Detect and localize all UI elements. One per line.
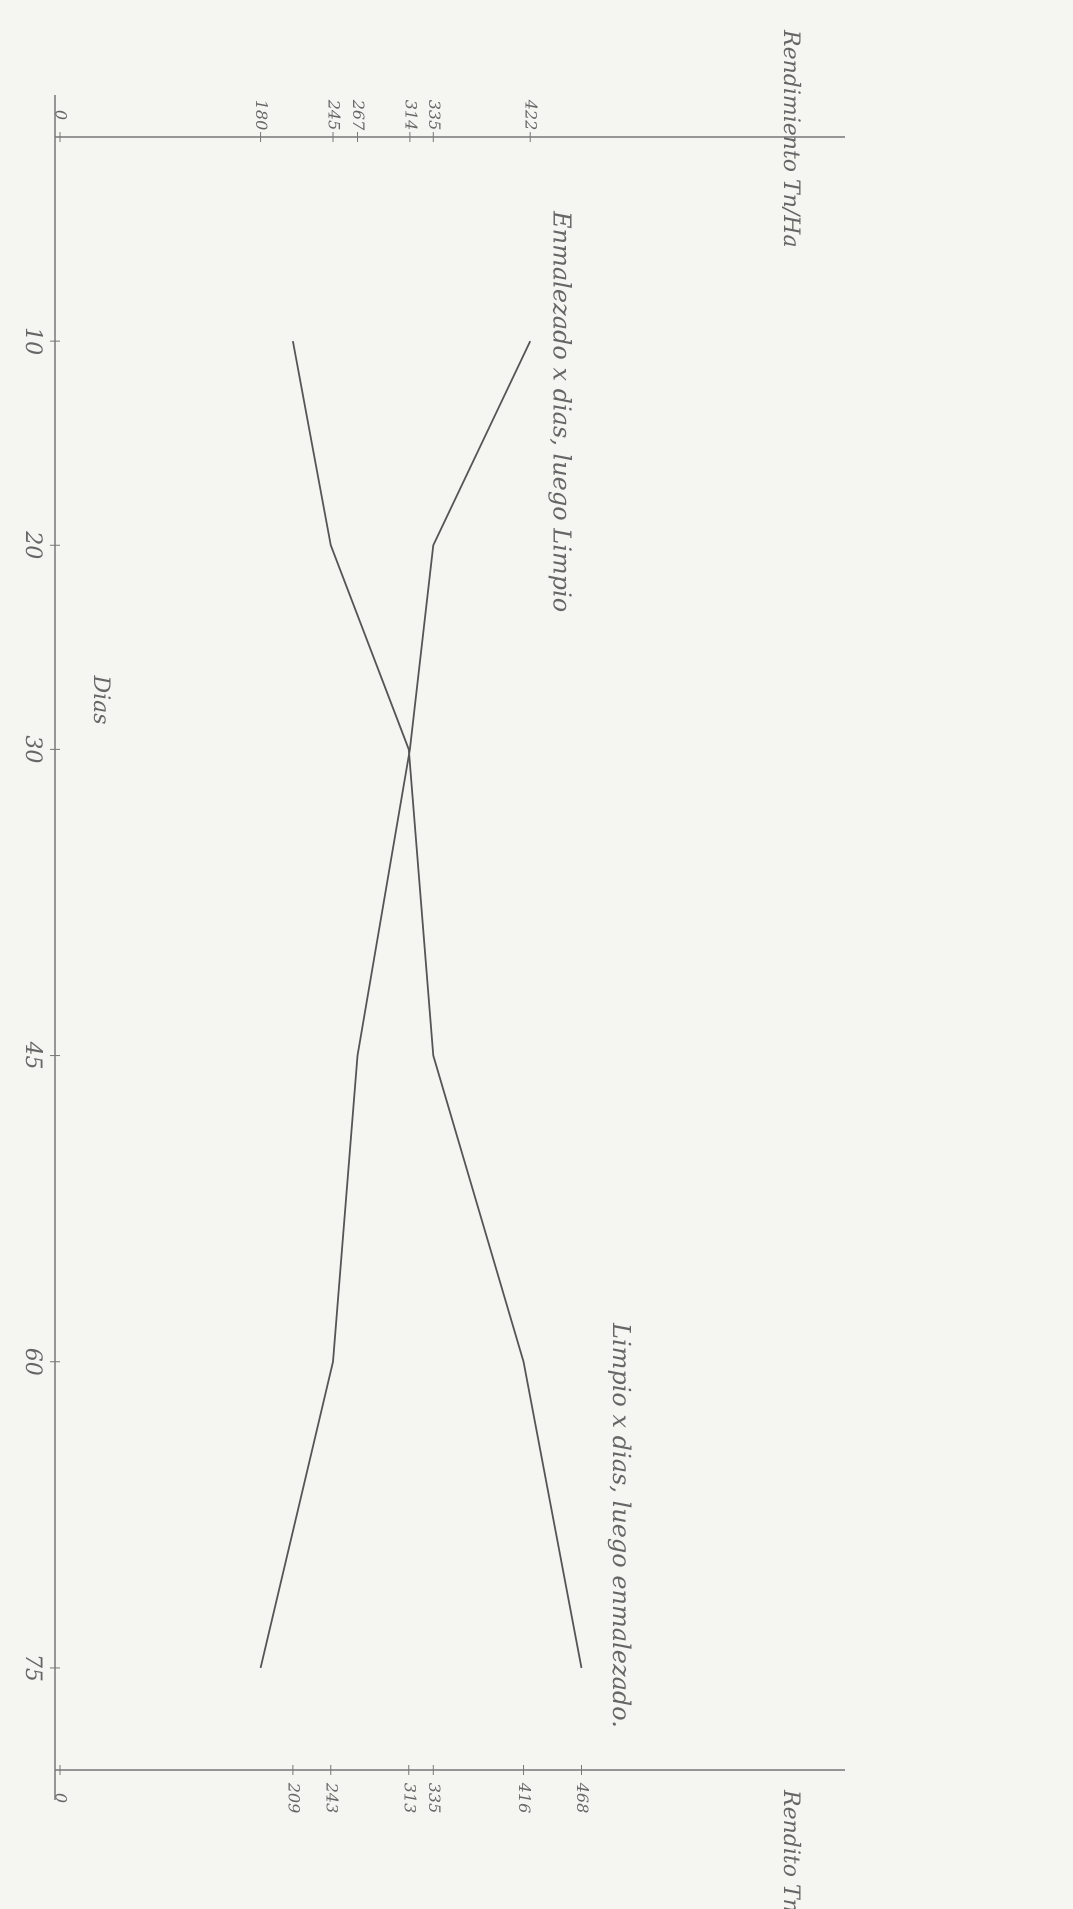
x-tick-label: 45 [20, 1041, 45, 1070]
x-tick-label: 75 [20, 1654, 45, 1682]
y-tick-label: 416 [515, 1782, 534, 1814]
y-tick-label: 243 [322, 1782, 341, 1814]
y-tick-label: 422 [522, 99, 541, 131]
y2-axis-title: Rendito Tn/Ha [778, 1789, 803, 1909]
x-tick-label: 10 [20, 327, 45, 355]
y-tick-label: 180 [252, 100, 271, 131]
y-tick-label: 314 [401, 100, 420, 131]
x-tick-label: 30 [20, 735, 45, 763]
x-axis-title: Dias [88, 674, 113, 724]
y-tick-label: 245 [325, 99, 344, 131]
y-tick-label: 335 [425, 1783, 444, 1814]
chart: Rendimiento Tn/Ha Rendito Tn/Ha Dias 10 2… [0, 0, 1073, 1909]
y-tick-label: 267 [349, 99, 368, 131]
y-tick-label: 0 [52, 110, 71, 120]
paper [0, 0, 1073, 1909]
y-tick-label: 0 [52, 1793, 71, 1803]
y-tick-label: 209 [284, 1782, 303, 1814]
series-label: Enmalezado x dias, luego Limpio [548, 210, 576, 612]
y-tick-label: 313 [400, 1783, 419, 1814]
x-tick-label: 20 [20, 530, 45, 559]
y-axis-title: Rendimiento Tn/Ha [778, 29, 803, 248]
series-label: Limpio x dias, luego enmalezado. [607, 1322, 635, 1728]
y-tick-label: 335 [425, 100, 444, 131]
y-tick-label: 468 [573, 1782, 592, 1814]
x-tick-label: 60 [20, 1348, 45, 1376]
